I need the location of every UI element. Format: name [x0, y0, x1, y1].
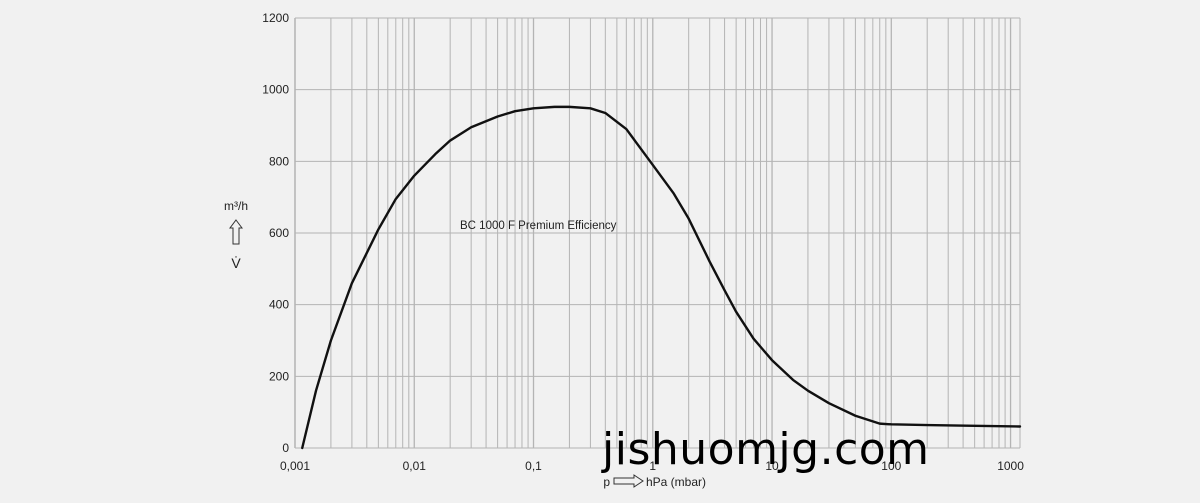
y-tick-label: 1200	[262, 11, 289, 25]
y-axis-unit: m³/h	[224, 199, 248, 213]
x-axis-unit: hPa (mbar)	[646, 475, 706, 489]
y-tick-label: 200	[269, 369, 289, 383]
up-arrow-icon	[229, 219, 243, 245]
x-tick-label: 0,001	[280, 459, 310, 473]
right-arrow-icon	[613, 474, 644, 488]
series-line	[301, 105, 1022, 450]
y-axis-symbol: V̇	[231, 255, 241, 271]
y-tick-label: 1000	[262, 83, 289, 97]
watermark-text: jishuomjg.com	[602, 424, 930, 475]
x-tick-label: 1	[649, 459, 656, 473]
x-axis-symbol: p	[603, 475, 610, 489]
x-tick-label: 0,1	[525, 459, 542, 473]
y-tick-label: 400	[269, 298, 289, 312]
x-tick-label: 10	[765, 459, 779, 473]
y-tick-label: 800	[269, 154, 289, 168]
series-annotation: BC 1000 F Premium Efficiency	[460, 220, 617, 232]
y-tick-label: 600	[269, 226, 289, 240]
y-tick-label: 0	[282, 441, 289, 455]
x-tick-label: 100	[881, 459, 901, 473]
x-tick-label: 0,01	[403, 459, 427, 473]
x-tick-label: 1000	[997, 459, 1024, 473]
